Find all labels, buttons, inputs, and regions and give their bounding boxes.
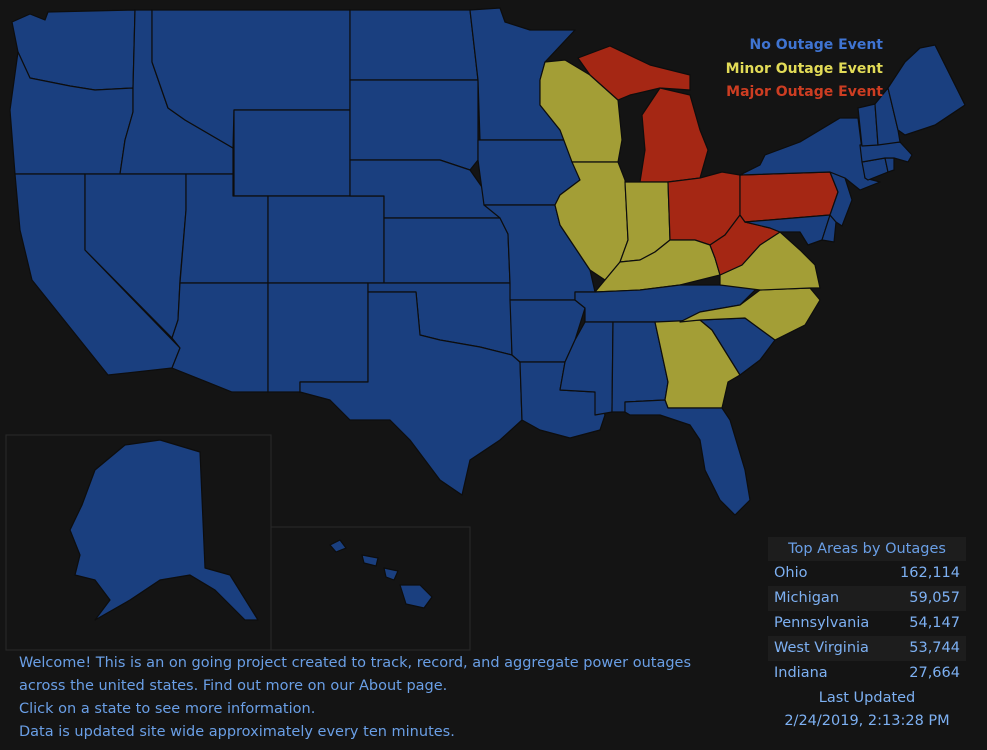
state-kansas[interactable]: [383, 217, 511, 284]
area-name: Indiana: [774, 665, 828, 681]
last-updated-label: Last Updated: [818, 690, 916, 706]
legend-none: No Outage Event: [749, 37, 883, 53]
state-colorado[interactable]: [267, 195, 385, 284]
legend-minor: Minor Outage Event: [725, 60, 883, 77]
welcome-line-3: Click on a state to see more information…: [19, 701, 316, 717]
last-updated-value: 2/24/2019, 2:13:28 PM: [784, 713, 950, 729]
top-area-row[interactable]: Ohio 162,114: [768, 561, 966, 586]
state-new-york[interactable]: [739, 117, 881, 191]
legend: No Outage Event Minor Outage Event Major…: [726, 34, 883, 105]
area-name: Ohio: [774, 565, 808, 581]
area-outages: 27,664: [909, 665, 960, 681]
welcome-line-1: Welcome! This is an on going project cre…: [19, 655, 692, 671]
area-outages: 53,744: [909, 640, 960, 656]
area-name: West Virginia: [774, 640, 869, 656]
state-maine[interactable]: [887, 44, 966, 136]
state-north-carolina[interactable]: [679, 287, 821, 341]
state-north-dakota[interactable]: [349, 9, 479, 81]
state-illinois[interactable]: [554, 161, 629, 281]
state-hawaii[interactable]: [329, 539, 433, 609]
area-outages: 162,114: [900, 565, 960, 581]
state-texas[interactable]: [299, 291, 523, 496]
top-area-row[interactable]: Michigan 59,057: [768, 586, 966, 611]
area-outages: 54,147: [909, 615, 960, 631]
welcome-text: Welcome! This is an on going project cre…: [19, 652, 691, 744]
state-wyoming[interactable]: [233, 109, 351, 197]
state-new-mexico[interactable]: [267, 282, 369, 393]
state-pennsylvania[interactable]: [739, 171, 839, 223]
top-areas-panel: Top Areas by Outages Ohio 162,114 Michig…: [768, 537, 966, 732]
state-new-jersey[interactable]: [829, 171, 853, 227]
state-new-hampshire[interactable]: [874, 87, 901, 146]
area-name: Michigan: [774, 590, 840, 606]
area-outages: 59,057: [909, 590, 960, 606]
hawaii-inset-frame: [270, 526, 471, 651]
top-areas-title: Top Areas by Outages: [768, 537, 966, 561]
welcome-line-4: Data is updated site wide approximately …: [19, 724, 455, 740]
state-florida[interactable]: [624, 399, 751, 516]
state-south-dakota[interactable]: [349, 79, 479, 171]
legend-major: Major Outage Event: [726, 84, 883, 100]
top-area-row[interactable]: Indiana 27,664: [768, 661, 966, 686]
state-alaska[interactable]: [69, 439, 259, 621]
state-arizona[interactable]: [171, 282, 269, 393]
area-name: Pennsylvania: [774, 615, 870, 631]
welcome-line-2: across the united states. Find out more …: [19, 678, 448, 694]
top-area-row[interactable]: Pennsylvania 54,147: [768, 611, 966, 636]
state-michigan[interactable]: [577, 45, 709, 183]
top-area-row[interactable]: West Virginia 53,744: [768, 636, 966, 661]
state-massachusetts[interactable]: [859, 141, 913, 163]
